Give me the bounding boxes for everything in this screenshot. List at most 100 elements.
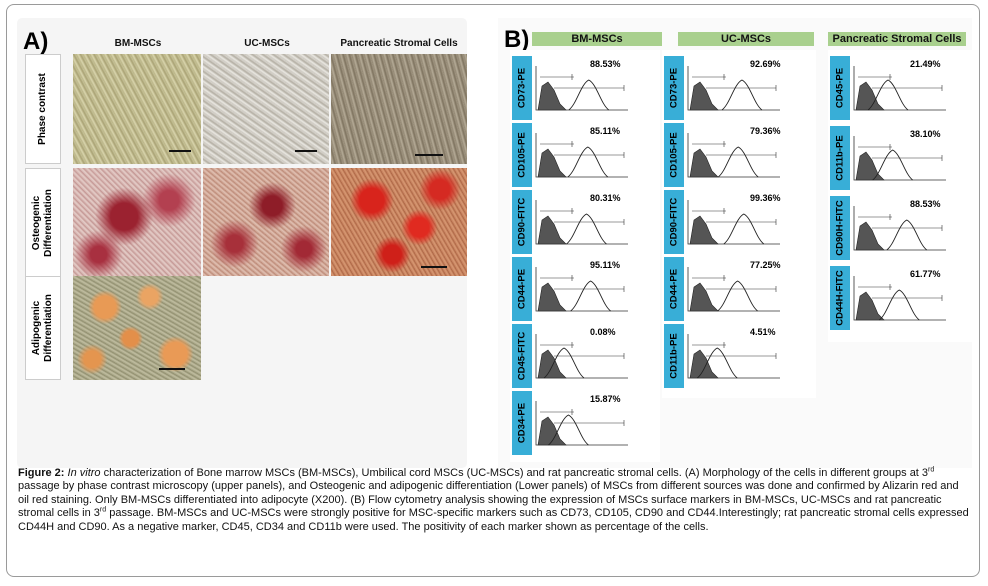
fc-marker-label: CD73-PE — [668, 67, 680, 109]
micrograph-phase-pancreatic — [331, 54, 467, 164]
fc-plot: CD90H-FITC 88.53% — [830, 196, 952, 260]
fc-head-pancreatic: Pancreatic Stromal Cells — [828, 32, 966, 46]
histogram — [853, 276, 946, 321]
fc-plot: CD73-PE 88.53% — [512, 56, 634, 120]
fc-marker-tab: CD11b-PE — [664, 324, 684, 388]
histogram — [687, 200, 780, 245]
scale-bar — [159, 368, 185, 370]
caption-text-1: characterization of Bone marrow MSCs (BM… — [100, 467, 929, 479]
fc-marker-label: CD44-PE — [668, 268, 680, 310]
fc-marker-label: CD73-PE — [516, 67, 528, 109]
fc-marker-tab: CD34-PE — [512, 391, 532, 455]
fc-percent: 38.10% — [910, 129, 941, 139]
fc-column-bm — [510, 50, 660, 462]
row-label-osteogenic: Osteogenic Differentiation — [25, 168, 61, 278]
fc-marker-tab: CD105-PE — [512, 123, 532, 187]
fc-marker-label: CD90H-FITC — [834, 200, 846, 256]
fc-marker-label: CD105-PE — [516, 132, 528, 178]
fc-marker-tab: CD73-PE — [512, 56, 532, 120]
histogram — [687, 267, 780, 312]
col-head-bm: BM-MSCs — [114, 38, 162, 49]
histogram — [687, 334, 780, 379]
fc-marker-tab: CD11b-PE — [830, 126, 850, 190]
fc-plot: CD44-PE 95.11% — [512, 257, 634, 321]
histogram — [535, 401, 628, 446]
histogram — [535, 267, 628, 312]
fc-plot: CD90-FITC 80.31% — [512, 190, 634, 254]
fc-percent: 77.25% — [750, 260, 781, 270]
fc-marker-tab: CD44-PE — [512, 257, 532, 321]
histogram — [853, 66, 946, 111]
micrograph-phase-bm — [73, 54, 201, 164]
micrograph-osteogenic-bm — [73, 168, 201, 276]
panel-b: B) BM-MSCs UC-MSCs Pancreatic Stromal Ce… — [498, 18, 972, 468]
scale-bar — [295, 150, 317, 152]
histogram — [687, 133, 780, 178]
histogram — [687, 66, 780, 111]
caption-figure-label: Figure 2: — [18, 467, 65, 479]
row-label-phase: Phase contrast — [25, 54, 61, 164]
histogram — [535, 200, 628, 245]
fc-percent: 61.77% — [910, 269, 941, 279]
fc-plot: CD105-PE 85.11% — [512, 123, 634, 187]
fc-marker-tab: CD90-FITC — [664, 190, 684, 254]
caption-sup-2: rd — [99, 506, 107, 514]
scale-bar — [421, 266, 447, 268]
fc-marker-label: CD90-FITC — [668, 197, 680, 247]
fc-plot: CD73-PE 92.69% — [664, 56, 786, 120]
fc-plot: CD11b-PE 38.10% — [830, 126, 952, 190]
fc-marker-label: CD11b-PE — [834, 135, 846, 181]
fc-head-uc: UC-MSCs — [678, 32, 814, 46]
fc-marker-tab: CD105-PE — [664, 123, 684, 187]
fc-marker-label: CD44-PE — [516, 268, 528, 310]
micrograph-adipogenic-bm — [73, 276, 201, 380]
fc-marker-tab: CD45-FITC — [512, 324, 532, 388]
fc-marker-label: CD11b-PE — [668, 333, 680, 379]
fc-plot: CD44H-FITC 61.77% — [830, 266, 952, 330]
fc-percent: 80.31% — [590, 193, 621, 203]
fc-plot: CD45-FITC 0.08% — [512, 324, 634, 388]
col-head-pancreatic: Pancreatic Stromal Cells — [340, 38, 458, 49]
fc-marker-tab: CD90-FITC — [512, 190, 532, 254]
fc-marker-tab: CD90H-FITC — [830, 196, 850, 260]
panel-a: A) BM-MSCs UC-MSCs Pancreatic Stromal Ce… — [17, 18, 467, 468]
fc-marker-label: CD90-FITC — [516, 197, 528, 247]
fc-plot: CD90-FITC 99.36% — [664, 190, 786, 254]
figure-caption: Figure 2: In vitro characterization of B… — [18, 466, 970, 534]
fc-percent: 88.53% — [590, 59, 621, 69]
fc-percent: 95.11% — [590, 260, 621, 270]
fc-marker-label: CD45-FITC — [516, 331, 528, 381]
row-label-adipogenic: Adipogenic Differentiation — [25, 276, 61, 380]
fc-marker-label: CD105-PE — [668, 132, 680, 178]
fc-plot: CD11b-PE 4.51% — [664, 324, 786, 388]
micrograph-osteogenic-pancreatic — [331, 168, 467, 276]
fc-head-bm: BM-MSCs — [532, 32, 662, 46]
fc-percent: 92.69% — [750, 59, 781, 69]
fc-percent: 0.08% — [590, 327, 616, 337]
col-head-uc: UC-MSCs — [244, 38, 290, 49]
fc-plot: CD105-PE 79.36% — [664, 123, 786, 187]
histogram — [535, 334, 628, 379]
fc-percent: 99.36% — [750, 193, 781, 203]
fc-marker-tab: CD45-PE — [830, 56, 850, 120]
fc-percent: 21.49% — [910, 59, 941, 69]
fc-plot: CD45-PE 21.49% — [830, 56, 952, 120]
panel-b-label: B) — [504, 26, 530, 53]
histogram — [853, 136, 946, 181]
micrograph-phase-uc — [203, 54, 329, 164]
histogram — [853, 206, 946, 251]
caption-text-2: passage by phase contrast microscopy (up… — [18, 480, 959, 520]
histogram — [535, 66, 628, 111]
fc-marker-tab: CD44H-FITC — [830, 266, 850, 330]
scale-bar — [415, 154, 443, 156]
fc-plot: CD44-PE 77.25% — [664, 257, 786, 321]
histogram — [535, 133, 628, 178]
figure-frame — [6, 4, 980, 577]
fc-marker-tab: CD73-PE — [664, 56, 684, 120]
panel-a-label: A) — [23, 28, 49, 55]
fc-plot: CD34-PE 15.87% — [512, 391, 634, 455]
micrograph-osteogenic-uc — [203, 168, 329, 276]
caption-sup-1: rd — [928, 466, 935, 474]
fc-marker-tab: CD44-PE — [664, 257, 684, 321]
caption-in-vitro: In vitro — [67, 467, 101, 479]
